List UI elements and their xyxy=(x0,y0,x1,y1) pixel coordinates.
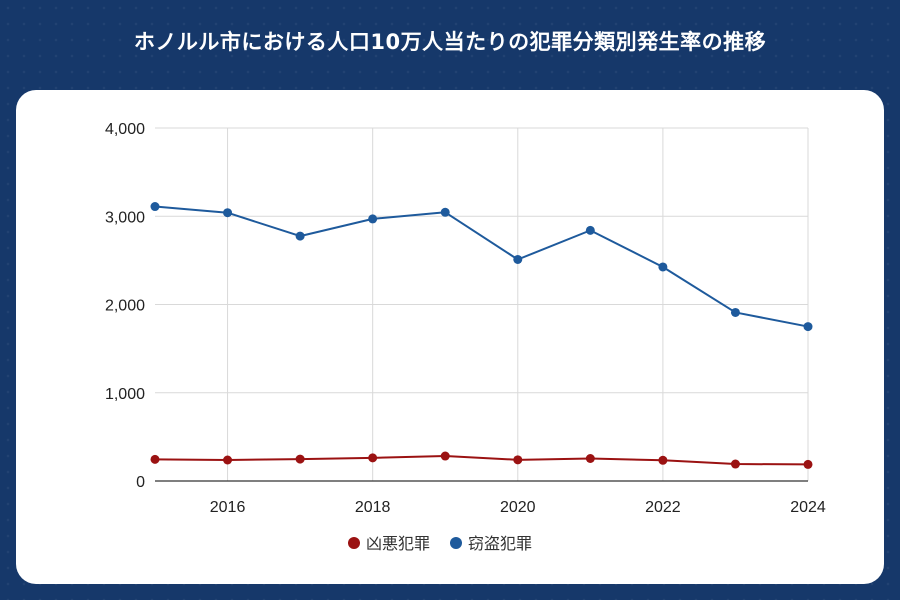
page-title: ホノルル市における人口10万人当たりの犯罪分類別発生率の推移 xyxy=(133,30,767,54)
legend-label-1: 窃盗犯罪 xyxy=(468,534,532,553)
x-tick-label: 2024 xyxy=(790,499,826,516)
data-point-1-2021 xyxy=(585,225,595,235)
y-tick-label: 3,000 xyxy=(105,209,145,226)
data-point-0-2021 xyxy=(585,453,595,463)
data-point-0-2019 xyxy=(440,451,450,461)
x-tick-label: 2020 xyxy=(500,499,536,516)
data-point-1-2018 xyxy=(368,214,378,224)
data-point-1-2024 xyxy=(803,322,813,332)
x-tick-label: 2016 xyxy=(210,499,246,516)
x-tick-label: 2018 xyxy=(355,499,391,516)
legend-marker-0 xyxy=(348,537,360,549)
series-line-0 xyxy=(154,455,809,466)
chart-card: 0 1,000 2,000 3,000 4,000 2016 2018 2020 2022 202… xyxy=(16,90,884,584)
data-point-0-2023 xyxy=(730,459,740,469)
legend-marker-1 xyxy=(450,537,462,549)
y-tick-label: 0 xyxy=(136,474,145,491)
x-tick-label: 2022 xyxy=(645,499,681,516)
data-point-0-2018 xyxy=(368,453,378,463)
data-point-1-2019 xyxy=(440,207,450,217)
data-point-1-2020 xyxy=(513,254,523,264)
data-point-1-2022 xyxy=(658,262,668,272)
grid xyxy=(155,127,809,481)
series xyxy=(150,202,813,469)
legend: 凶悪犯罪 窃盗犯罪 xyxy=(348,534,532,553)
data-point-0-2020 xyxy=(513,455,523,465)
data-point-1-2023 xyxy=(730,307,740,317)
data-point-0-2017 xyxy=(295,454,305,464)
data-point-0-2024 xyxy=(803,459,813,469)
line-chart: 0 1,000 2,000 3,000 4,000 2016 2018 2020 2022 202… xyxy=(105,121,826,553)
y-tick-label: 4,000 xyxy=(105,121,145,138)
y-tick-label: 1,000 xyxy=(105,386,145,403)
data-point-1-2017 xyxy=(295,231,305,241)
y-tick-label: 2,000 xyxy=(105,298,145,315)
data-point-0-2015 xyxy=(150,454,160,464)
axes: 0 1,000 2,000 3,000 4,000 2016 2018 2020 2022 202… xyxy=(105,121,826,516)
data-point-1-2015 xyxy=(150,202,160,212)
data-point-0-2022 xyxy=(658,455,668,465)
data-point-0-2016 xyxy=(223,455,233,465)
legend-label-0: 凶悪犯罪 xyxy=(366,534,430,553)
series-line-1 xyxy=(154,205,809,328)
data-point-1-2016 xyxy=(223,208,233,218)
